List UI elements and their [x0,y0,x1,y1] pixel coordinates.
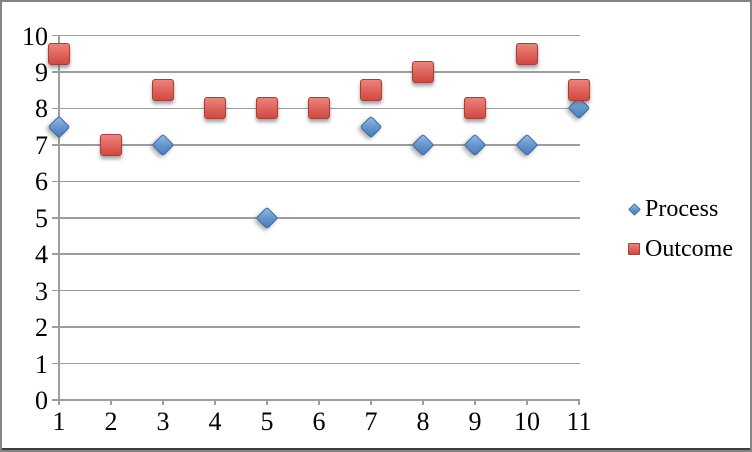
process-data-marker [255,206,279,230]
x-axis-label: 7 [364,407,378,436]
y-gridline [59,180,580,183]
x-axis-tick [318,400,320,405]
x-axis-label: 8 [416,407,430,436]
x-axis-tick [214,400,216,405]
y-axis-tick [52,253,59,255]
y-axis-label: 7 [35,130,48,160]
process-data-marker [463,133,487,157]
y-axis-label: 9 [35,57,48,87]
y-axis-tick [52,289,59,292]
process-data-marker [359,115,383,138]
outcome-data-marker [204,97,226,120]
y-axis-tick [52,144,59,146]
y-gridline [59,253,580,255]
x-axis-tick [526,400,528,405]
x-axis-label: 1 [52,407,66,436]
x-axis-label: 9 [468,407,482,436]
y-axis-label: 2 [35,313,48,343]
x-axis-label: 6 [312,407,326,436]
x-axis-label: 5 [260,407,274,436]
outcome-data-marker [152,79,174,102]
x-axis-tick [110,400,112,405]
y-axis-tick [52,71,59,73]
y-axis-label: 10 [22,21,48,51]
legend-item-process: Process [626,195,733,223]
x-axis-label: 3 [156,407,170,436]
y-axis-label: 6 [35,167,48,197]
x-axis-label: 11 [566,407,592,436]
process-data-marker [151,133,175,157]
x-axis-tick [58,400,60,405]
y-axis-tick [52,399,59,401]
y-axis-label: 3 [35,276,48,306]
x-axis-tick [370,400,372,405]
y-axis-tick [52,362,59,365]
x-axis-tick [578,400,580,405]
outcome-data-marker [256,97,278,120]
y-axis-tick [52,326,59,328]
y-axis-label: 0 [35,386,48,415]
y-gridline [59,34,580,37]
outcome-data-marker [48,42,70,65]
y-gridline [59,144,580,146]
y-axis-tick [52,180,59,183]
outcome-data-marker [100,133,122,156]
y-axis-label: 8 [35,94,48,124]
y-gridline [59,399,580,401]
process-data-marker [411,133,435,157]
x-axis-tick [266,400,268,405]
process-legend-marker-icon [626,201,642,217]
y-gridline [59,216,580,219]
x-axis-tick [162,400,164,405]
outcome-data-marker [412,60,434,83]
y-axis-tick [52,34,59,37]
process-data-marker [47,115,71,138]
outcome-data-marker [308,97,330,120]
outcome-legend-label: Outcome [645,236,733,262]
y-gridline [59,362,580,365]
x-axis-tick [422,400,424,405]
y-axis-tick [52,107,59,110]
outcome-data-marker [464,97,486,120]
x-axis-label: 4 [208,407,222,436]
y-axis-label: 5 [35,203,48,233]
y-axis-label: 1 [35,349,48,379]
outcome-data-marker [568,79,590,102]
x-axis-label: 2 [104,407,118,436]
outcome-data-marker [360,79,382,102]
y-axis-line [58,34,60,400]
x-axis-label: 10 [514,407,540,436]
outcome-data-marker [516,42,538,65]
y-axis-label: 4 [35,240,48,270]
process-data-marker [515,133,539,157]
y-axis-tick [52,216,59,219]
y-gridline [59,326,580,328]
y-gridline [59,71,580,73]
x-axis-tick [474,400,476,405]
outcome-legend-marker-icon [626,241,642,257]
legend: Process Outcome [626,195,733,263]
process-legend-label: Process [645,196,719,222]
legend-item-outcome: Outcome [626,235,733,263]
y-gridline [59,289,580,292]
